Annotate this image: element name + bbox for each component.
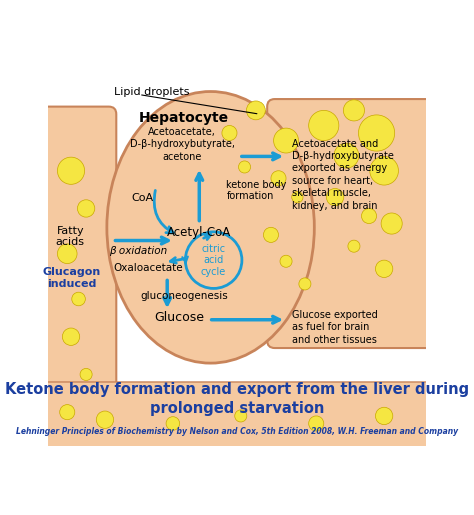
Circle shape	[72, 292, 85, 306]
Text: Hepatocyte: Hepatocyte	[139, 111, 229, 125]
Circle shape	[166, 417, 180, 430]
Text: Acetoacetate,
D-β-hydroxybutyrate,
acetone: Acetoacetate, D-β-hydroxybutyrate, aceto…	[130, 127, 235, 162]
Text: β oxidation: β oxidation	[109, 247, 167, 256]
Circle shape	[343, 100, 365, 121]
Circle shape	[238, 161, 251, 173]
Ellipse shape	[107, 92, 314, 363]
Text: Lehninger Principles of Biochemistry by Nelson and Cox, 5th Edition 2008, W.H. F: Lehninger Principles of Biochemistry by …	[16, 426, 458, 436]
Circle shape	[327, 188, 344, 206]
Text: Glucagon
induced: Glucagon induced	[43, 267, 101, 289]
Text: Glucose: Glucose	[155, 312, 205, 324]
Text: gluconeogenesis: gluconeogenesis	[140, 291, 228, 301]
Circle shape	[370, 157, 399, 185]
Circle shape	[246, 101, 265, 120]
Circle shape	[334, 143, 359, 168]
Circle shape	[57, 244, 77, 264]
FancyBboxPatch shape	[267, 99, 441, 348]
Text: Ketone body formation and export from the liver during
prolonged starvation: Ketone body formation and export from th…	[5, 382, 469, 416]
Circle shape	[271, 171, 286, 186]
Text: ketone body
formation: ketone body formation	[227, 180, 287, 201]
Text: Acetoacetate and
D-β-hydroxybutyrate
exported as energy
source for heart,
skelet: Acetoacetate and D-β-hydroxybutyrate exp…	[292, 139, 393, 211]
Circle shape	[292, 192, 303, 203]
Circle shape	[60, 405, 75, 420]
Circle shape	[375, 260, 393, 278]
Circle shape	[264, 227, 279, 243]
Circle shape	[96, 411, 114, 428]
Text: citric
acid
cycle: citric acid cycle	[201, 244, 226, 277]
Circle shape	[362, 209, 376, 224]
Text: Lipid droplets: Lipid droplets	[114, 87, 190, 97]
Circle shape	[348, 240, 360, 252]
Circle shape	[358, 115, 395, 151]
Circle shape	[77, 200, 95, 217]
Circle shape	[309, 416, 324, 431]
Circle shape	[57, 157, 84, 184]
FancyBboxPatch shape	[33, 107, 116, 416]
Circle shape	[80, 368, 92, 381]
Circle shape	[381, 213, 402, 234]
Circle shape	[299, 278, 311, 290]
Circle shape	[63, 328, 80, 346]
Circle shape	[235, 410, 247, 422]
Text: Oxaloacetate: Oxaloacetate	[114, 264, 183, 273]
Text: Fatty
acids: Fatty acids	[56, 226, 85, 247]
Circle shape	[222, 126, 237, 141]
Circle shape	[375, 407, 393, 424]
Text: CoA: CoA	[131, 193, 153, 203]
Text: Glucose exported
as fuel for brain
and other tissues: Glucose exported as fuel for brain and o…	[292, 310, 377, 345]
Circle shape	[280, 255, 292, 267]
Text: Acetyl-CoA: Acetyl-CoA	[167, 226, 231, 239]
FancyBboxPatch shape	[37, 382, 437, 450]
Circle shape	[273, 128, 299, 153]
Circle shape	[309, 110, 339, 141]
